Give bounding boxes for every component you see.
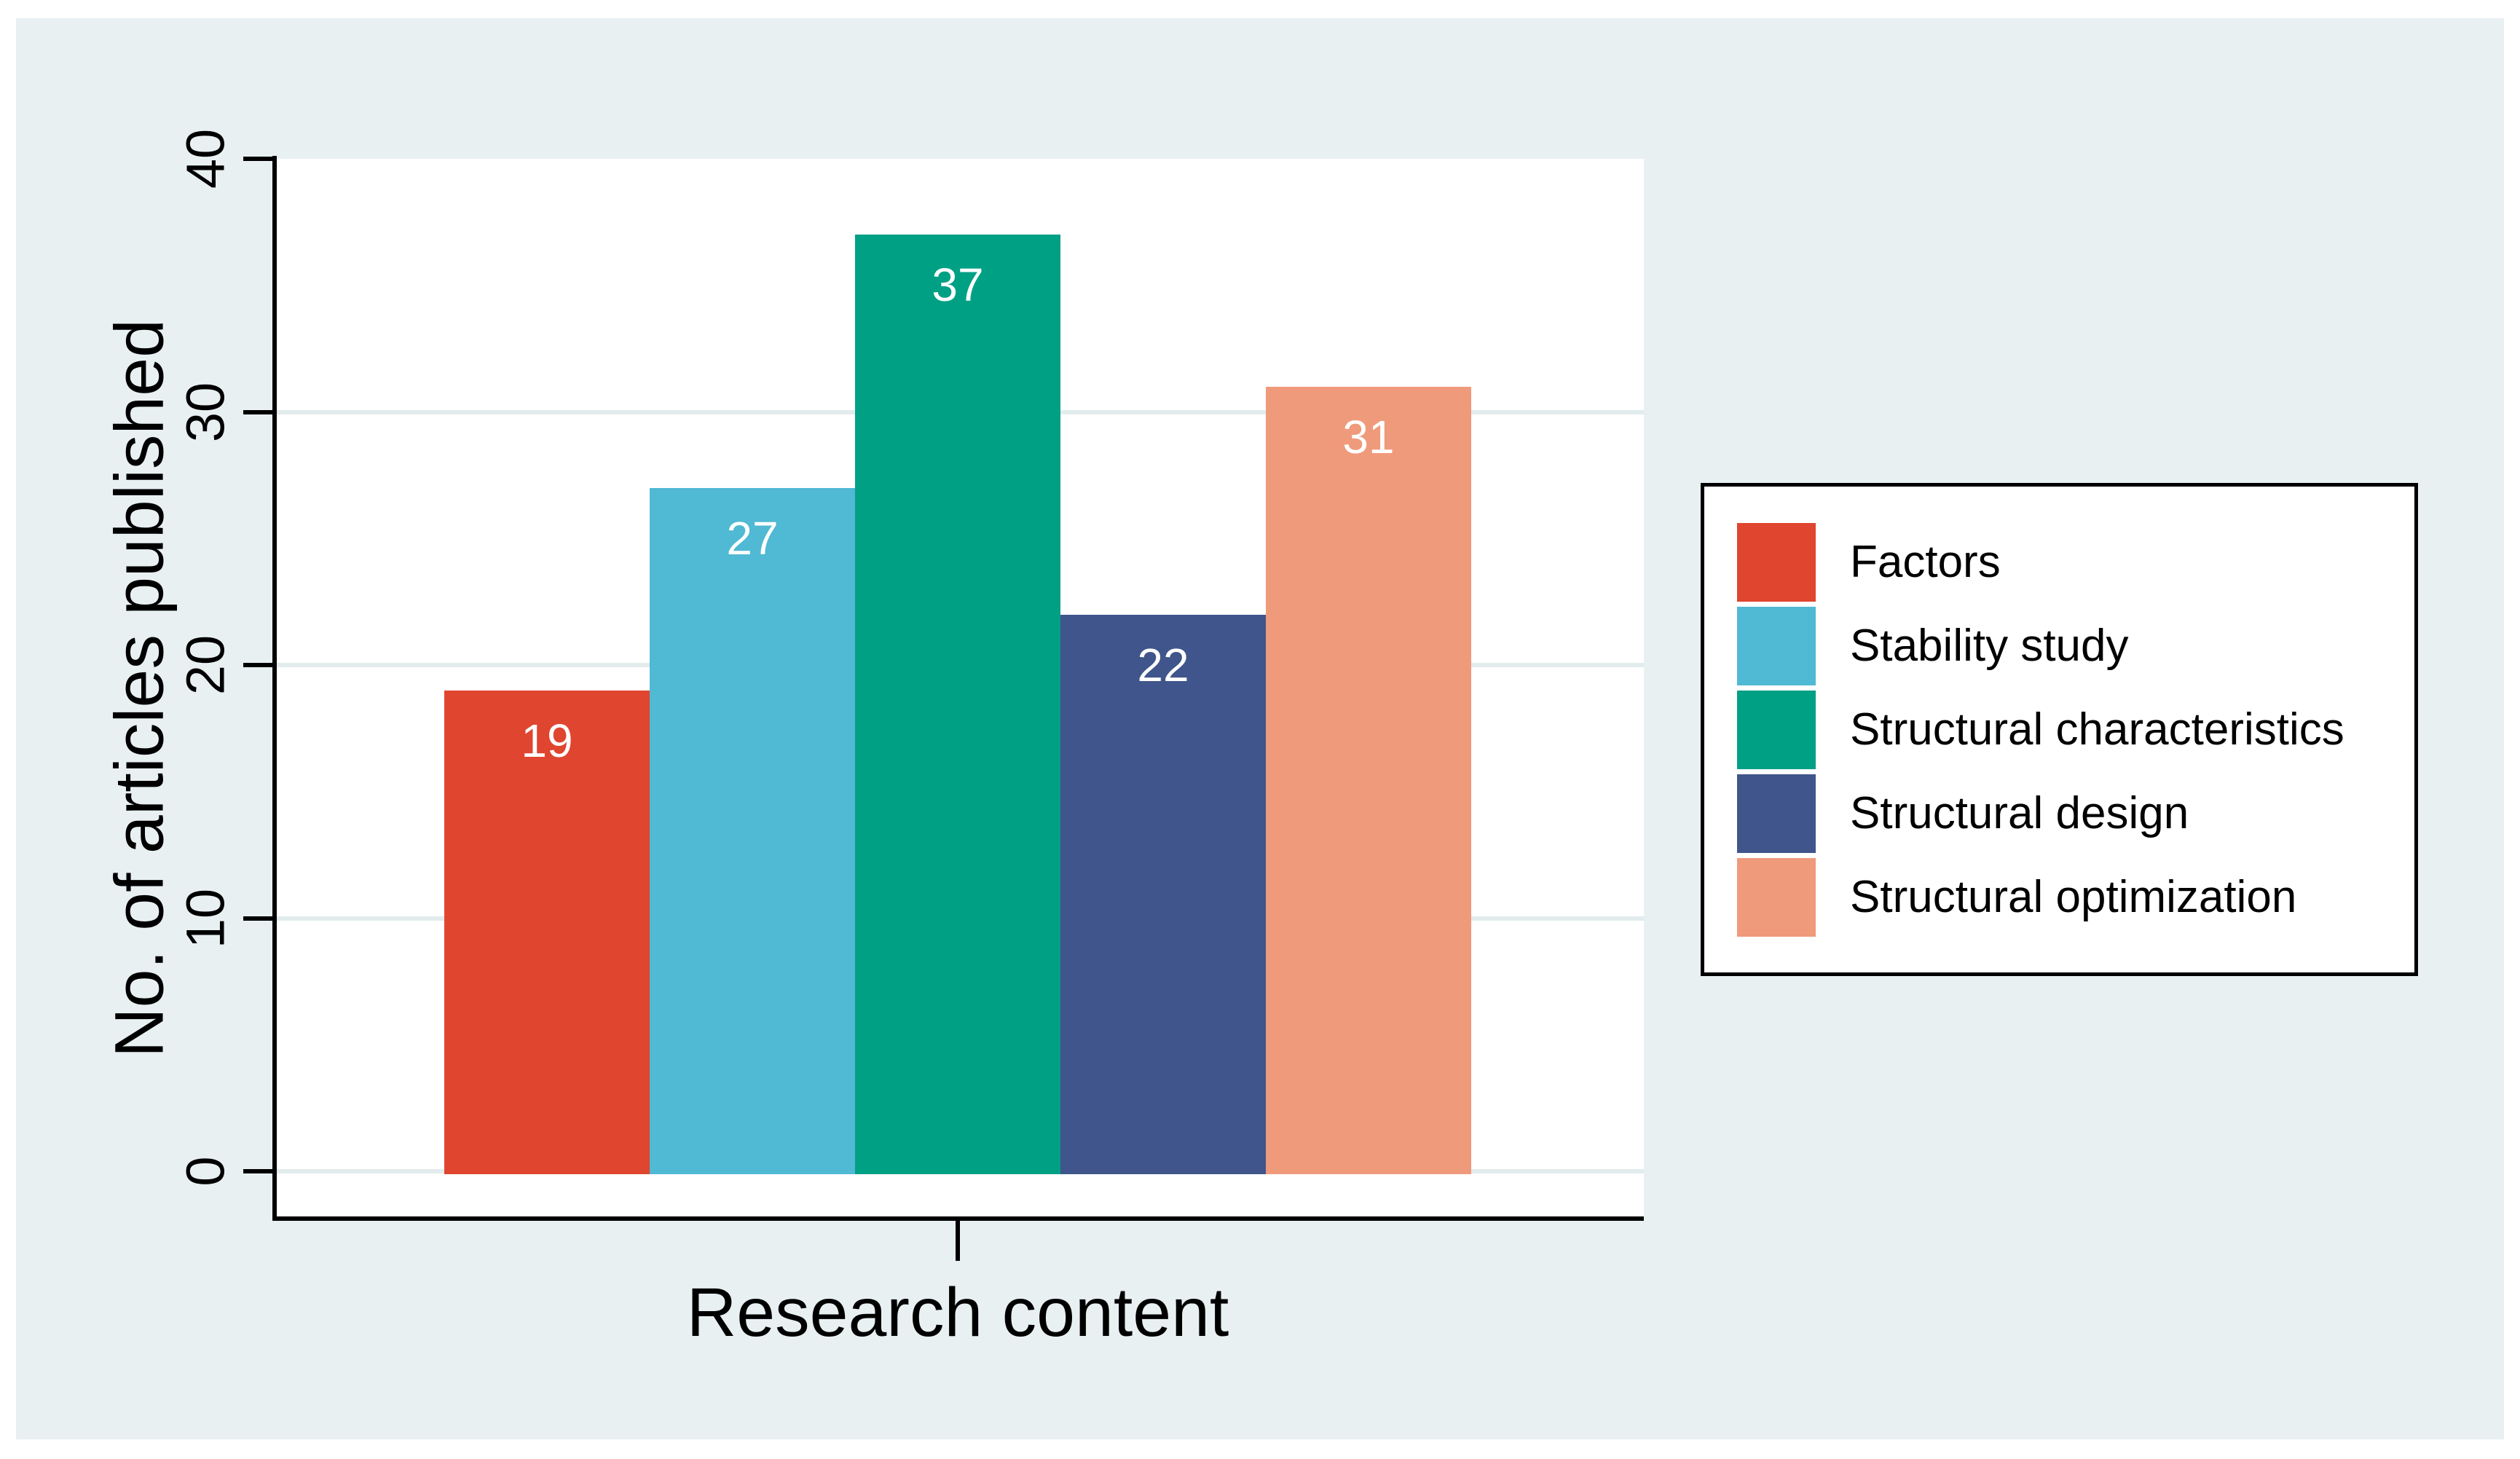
legend-row-factors: Factors <box>1704 523 2414 602</box>
y-tick-0 <box>243 1169 272 1173</box>
y-tick-20 <box>243 663 272 667</box>
legend-row-structural-characteristics: Structural characteristics <box>1704 691 2414 769</box>
x-tick-research-content <box>956 1221 960 1261</box>
x-axis-title: Research content <box>686 1274 1229 1351</box>
x-axis-line <box>272 1216 1644 1221</box>
legend-label: Factors <box>1850 537 2001 587</box>
legend-label: Structural design <box>1850 788 2189 838</box>
legend-swatch-icon <box>1737 774 1816 853</box>
legend-row-stability-study: Stability study <box>1704 607 2414 685</box>
legend-box: Factors Stability study Structural charact… <box>1701 483 2418 976</box>
y-tick-label-10: 10 <box>175 888 236 948</box>
legend-label: Stability study <box>1850 621 2129 671</box>
legend-label: Structural optimization <box>1850 872 2297 922</box>
legend-swatch-icon <box>1737 858 1816 937</box>
bar-value-label: 22 <box>1137 638 1189 691</box>
y-axis-title: No. of articles published <box>101 319 178 1058</box>
legend-swatch-icon <box>1737 607 1816 685</box>
legend-row-structural-design: Structural design <box>1704 774 2414 853</box>
y-tick-label-40: 40 <box>175 128 236 189</box>
y-tick-label-0: 0 <box>175 1156 236 1187</box>
bar-structural-characteristics <box>855 235 1060 1174</box>
bar-value-label: 27 <box>726 511 779 565</box>
y-tick-label-30: 30 <box>175 382 236 442</box>
y-tick-40 <box>243 157 272 161</box>
bar-structural-design <box>1060 614 1266 1174</box>
y-tick-30 <box>243 409 272 414</box>
bar-stability-study <box>650 487 855 1174</box>
y-axis-line <box>272 156 277 1221</box>
legend-swatch-icon <box>1737 691 1816 769</box>
legend-swatch-icon <box>1737 523 1816 602</box>
bar-structural-optimization <box>1266 386 1471 1174</box>
y-tick-label-20: 20 <box>175 634 236 696</box>
legend-row-structural-optimization: Structural optimization <box>1704 858 2414 937</box>
legend-label: Structural characteristics <box>1850 704 2344 755</box>
bar-factors <box>444 690 650 1174</box>
bar-value-label: 19 <box>521 714 573 767</box>
y-tick-10 <box>243 916 272 921</box>
bar-value-label: 37 <box>932 259 984 312</box>
bar-value-label: 31 <box>1342 410 1395 463</box>
